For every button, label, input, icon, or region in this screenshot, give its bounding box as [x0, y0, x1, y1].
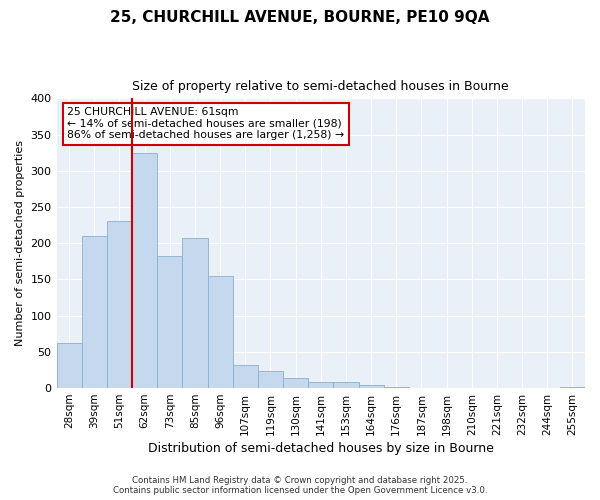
X-axis label: Distribution of semi-detached houses by size in Bourne: Distribution of semi-detached houses by … — [148, 442, 494, 455]
Bar — [383, 386, 409, 388]
Bar — [56, 343, 82, 388]
Bar — [182, 238, 208, 388]
Bar — [107, 222, 132, 388]
Bar — [560, 386, 585, 388]
Bar — [82, 236, 107, 388]
Bar — [233, 365, 258, 388]
Bar — [308, 382, 334, 388]
Text: 25 CHURCHILL AVENUE: 61sqm
← 14% of semi-detached houses are smaller (198)
86% o: 25 CHURCHILL AVENUE: 61sqm ← 14% of semi… — [67, 107, 344, 140]
Bar — [157, 256, 182, 388]
Text: Contains HM Land Registry data © Crown copyright and database right 2025.
Contai: Contains HM Land Registry data © Crown c… — [113, 476, 487, 495]
Bar — [283, 378, 308, 388]
Text: 25, CHURCHILL AVENUE, BOURNE, PE10 9QA: 25, CHURCHILL AVENUE, BOURNE, PE10 9QA — [110, 10, 490, 25]
Y-axis label: Number of semi-detached properties: Number of semi-detached properties — [15, 140, 25, 346]
Title: Size of property relative to semi-detached houses in Bourne: Size of property relative to semi-detach… — [133, 80, 509, 93]
Bar — [132, 152, 157, 388]
Bar — [258, 370, 283, 388]
Bar — [208, 276, 233, 388]
Bar — [359, 385, 383, 388]
Bar — [334, 382, 359, 388]
